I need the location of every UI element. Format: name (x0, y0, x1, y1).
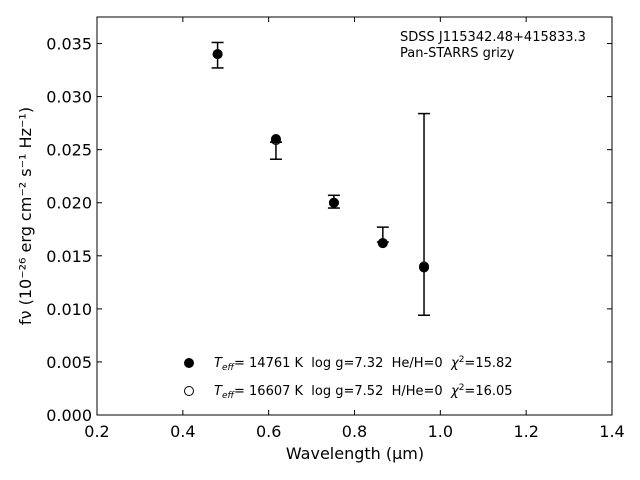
x-tick-label: 0.6 (256, 422, 281, 441)
plot-frame (96, 16, 613, 416)
y-tick-label: 0.015 (46, 247, 92, 266)
legend-marker-filled (184, 358, 194, 368)
x-tick-label: 1.0 (428, 422, 453, 441)
x-tick-label: 0.4 (170, 422, 195, 441)
model-point-filled (270, 134, 281, 145)
legend-entry-2-teff: = 16607 K (234, 384, 304, 399)
y-tick-label: 0.035 (46, 35, 92, 54)
ticks-layer: 0.2 0.4 0.6 0.8 1.0 1.2 1.4 0.000 0.005 0.010 0.01… (46, 17, 625, 441)
y-tick-label: 0.025 (46, 141, 92, 160)
y-axis-label: fν (10⁻²⁶ erg cm⁻² s⁻¹ Hz⁻¹) (16, 107, 35, 325)
y-tick-label: 0.000 (46, 406, 92, 425)
model-point-filled (328, 197, 339, 208)
x-tick-label: 1.2 (513, 422, 538, 441)
x-tick-label: 0.8 (342, 422, 367, 441)
legend-entry-2-chi: =16.05 (464, 384, 512, 399)
y-tick-label: 0.010 (46, 300, 92, 319)
model-point-filled (377, 238, 388, 249)
model-point-filled (212, 49, 223, 60)
annotation-line1: SDSS J115342.48+415833.3 (400, 30, 586, 45)
legend-entry-1-teff: = 14761 K (234, 356, 304, 371)
model-point-filled (419, 262, 430, 273)
y-tick-label: 0.005 (46, 353, 92, 372)
annotation-line2: Pan-STARRS grizy (400, 46, 515, 61)
x-tick-label: 1.4 (599, 422, 624, 441)
y-tick-label: 0.030 (46, 88, 92, 107)
errorbars-layer (211, 41, 431, 316)
x-axis-label: Wavelength (μm) (286, 444, 424, 463)
legend-entry-1-rest: log g=7.32 He/H=0 (303, 356, 451, 371)
legend-entry-1-chi: =15.82 (464, 356, 512, 371)
legend-entry-2-rest: log g=7.52 H/He=0 (303, 384, 451, 399)
legend-entry-2: Teff= 16607 K log g=7.52 H/He=0 χ2=16.05 (214, 383, 513, 401)
legend-marker-open (184, 386, 194, 396)
x-tick-label: 0.2 (84, 422, 109, 441)
legend: Teff= 14761 K log g=7.32 He/H=0 χ2=15.82… (184, 355, 513, 401)
y-tick-label: 0.020 (46, 194, 92, 213)
markers-layer (212, 49, 430, 273)
legend-entry-1: Teff= 14761 K log g=7.32 He/H=0 χ2=15.82 (214, 355, 513, 373)
